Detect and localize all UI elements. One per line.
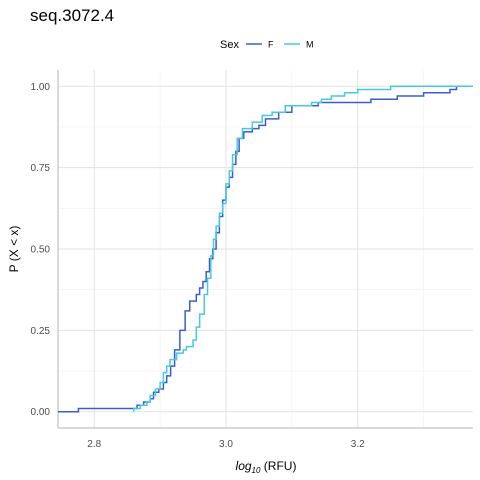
x-tick-label: 3.2	[351, 439, 365, 450]
legend-title: Sex	[220, 39, 239, 51]
plot-axes	[57, 70, 473, 429]
x-axis-label: log10 (RFU)	[236, 459, 297, 475]
legend-label-m: M	[306, 40, 314, 50]
y-tick-label: 0.75	[31, 163, 51, 174]
legend: Sex F M	[220, 39, 314, 51]
x-tick-label: 3.0	[219, 439, 233, 450]
chart-title: seq.3072.4	[30, 6, 114, 25]
y-tick-label: 0.50	[31, 245, 51, 256]
tick-labels: 2.8 3.0 3.2 0.00 0.25 0.50 0.75 1.00	[31, 82, 366, 450]
y-tick-label: 1.00	[31, 82, 51, 93]
y-tick-label: 0.25	[31, 326, 51, 337]
series-line-m	[133, 85, 473, 412]
y-tick-label: 0.00	[31, 407, 51, 418]
legend-label-f: F	[268, 40, 274, 50]
series-line-f	[58, 85, 473, 413]
x-tick-label: 2.8	[87, 439, 101, 450]
plot-series	[58, 85, 473, 413]
y-axis-label: P (X < x)	[7, 226, 21, 273]
plot-grid	[58, 70, 473, 428]
